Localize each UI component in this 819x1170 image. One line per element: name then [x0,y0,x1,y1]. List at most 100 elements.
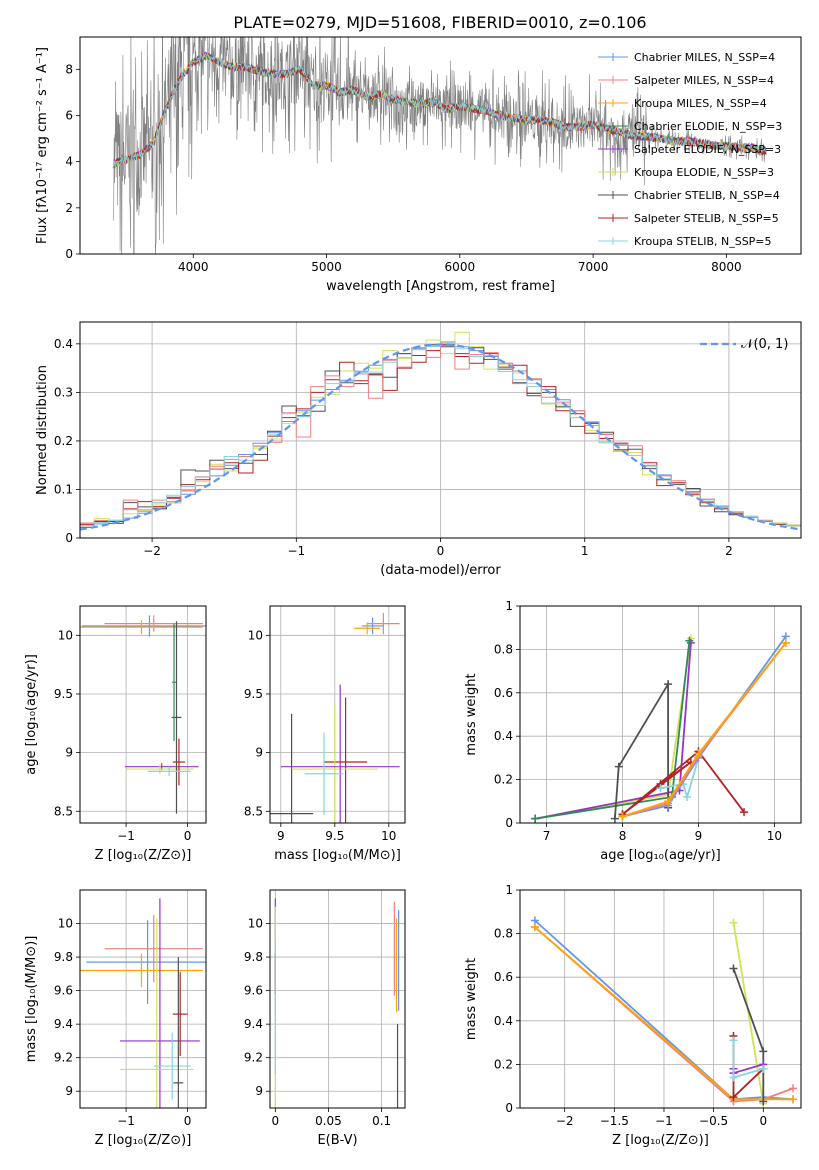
x-tick-label: −1 [287,544,305,558]
y-tick-label: 10 [58,917,73,931]
x-tick-label: −1.5 [600,1114,629,1128]
y-tick-label: 0.8 [494,927,513,941]
y-tick-label: 9.8 [54,950,73,964]
weight-line-kroupa-miles [622,642,787,818]
plot-frame [519,605,802,824]
plot-frame [79,889,207,1109]
legend-label: 𝒩(0, 1) [741,337,788,352]
spectrum-plot-area [112,37,767,254]
age-vs-mass-panel: 9 9.5 10 8.5 9 9.5 10 mass [log₁₀(M/M⊙)] [244,605,406,863]
x-tick-label: 0.1 [372,1114,391,1128]
weight-point-kroupa-elodie [729,918,738,927]
weight-line-chabrier-miles [622,635,787,818]
legend-label: Kroupa ELODIE, N_SSP=3 [634,166,774,179]
y-tick-label: 0.3 [54,385,73,399]
y-tick-label: 0 [65,531,73,545]
x-tick-label: 7000 [578,260,609,274]
x-tick-label: 2 [725,544,733,558]
cross-plot-area [274,898,400,1108]
y-tick-label: 0.2 [54,434,73,448]
weight-line-chabrier-stelib [614,680,669,819]
y-tick-label: 0.6 [494,970,513,984]
y-axis-label: mass weight [464,673,479,755]
y-axis-label: Normed distribution [35,365,50,495]
x-tick-label: −2 [143,544,161,558]
y-tick-label: 1 [505,883,513,897]
legend-label: Salpeter MILES, N_SSP=4 [634,74,774,87]
y-tick-label: 0.4 [54,337,73,351]
x-tick-label: 10 [381,829,396,843]
y-tick-label: 9 [255,746,263,760]
x-axis-label: age [log₁₀(age/yr)] [600,848,721,863]
x-tick-label: 0 [437,544,445,558]
y-axis-label: mass weight [464,958,479,1040]
x-tick-label: 9 [277,829,285,843]
plot-frame [79,321,802,539]
weight-point-kroupa-miles [530,923,539,932]
x-tick-label: 7 [543,829,551,843]
weight-point-kroupa-miles [618,812,627,821]
x-tick-label: 4000 [178,260,209,274]
age-vs-metallicity-panel: −1 0 8.5 9 9.5 10 Z [log₁₀(Z/Z⊙)] age [log₁₀(ag… [24,605,207,863]
plot-frame [79,605,207,824]
massweight-vs-metallicity-panel: −2 −1.5 −1 −0.5 0 0 0.2 0.4 0.6 0.8 1 Z [log₁₀(Z/Z⊙… [464,883,802,1148]
y-tick-label: 9.2 [244,1051,263,1065]
figure-title: PLATE=0279, MJD=51608, FIBERID=0010, z=0… [233,13,646,32]
y-tick-label: 9.4 [244,1017,263,1031]
y-tick-label: 0.4 [494,729,513,743]
weight-point-kroupa-miles [664,797,673,806]
weight-point-chabrier-stelib [610,814,619,823]
mass-vs-ebv-panel: 0 0.05 0.1 9 9.2 9.4 9.6 9.8 10 E(B-V) [244,889,406,1148]
y-tick-label: 10 [248,917,263,931]
plot-frame [519,889,802,1109]
y-tick-label: 9.6 [244,984,263,998]
weight-point-kroupa-miles [694,749,703,758]
y-tick-label: 9.6 [54,984,73,998]
weight-line-chabrier-elodie [535,640,691,820]
y-tick-label: 8.5 [244,804,263,818]
y-tick-label: 10 [58,628,73,642]
weight-point-chabrier-elodie [685,636,694,645]
weight-point-chabrier-stelib [759,1097,768,1106]
y-tick-label: 2 [65,201,73,215]
x-tick-label: 9.5 [325,829,344,843]
y-tick-label: 9 [65,746,73,760]
y-axis-label: age [log₁₀(age/yr)] [24,654,39,775]
weight-plot-area [531,632,790,823]
legend-label: Kroupa STELIB, N_SSP=5 [634,235,772,248]
legend-label: Chabrier ELODIE, N_SSP=3 [634,120,782,133]
x-axis-label: Z [log₁₀(Z/Z⊙)] [95,1133,192,1148]
y-tick-label: 9.5 [54,687,73,701]
weight-point-kroupa-stelib [656,784,665,793]
x-tick-label: 0 [271,1114,279,1128]
y-axis-label: mass [log₁₀(M/M⊙)] [24,936,39,1063]
cross-plot-area [80,898,206,1108]
weight-point-chabrier-stelib [729,964,738,973]
weight-point-kroupa-stelib [729,1073,738,1082]
y-tick-label: 0.2 [494,773,513,787]
x-axis-label: (data-model)/error [380,563,501,578]
weight-point-kroupa-stelib [759,1064,768,1073]
y-tick-label: 9 [65,1084,73,1098]
weight-point-kroupa-stelib [683,792,692,801]
weight-point-kroupa-stelib [729,1036,738,1045]
x-axis-label: wavelength [Angstrom, rest frame] [326,279,555,294]
weight-point-chabrier-stelib [664,680,673,689]
y-tick-label: 9.8 [244,950,263,964]
y-tick-label: 8 [65,62,73,76]
weight-point-kroupa-miles [789,1095,798,1104]
y-tick-label: 4 [65,155,73,169]
y-tick-label: 9 [255,1084,263,1098]
weight-point-chabrier-stelib [759,1047,768,1056]
weight-line-salpeter-miles [622,642,787,818]
weight-plot-area [530,916,798,1108]
weight-point-salpeter-stelib [729,1093,738,1102]
x-axis-label: Z [log₁₀(Z/Z⊙)] [612,1133,709,1148]
legend-label: Kroupa MILES, N_SSP=4 [634,97,767,110]
weight-line-kroupa-stelib [660,757,700,801]
weight-point-chabrier-elodie [531,814,540,823]
cross-plot-area [80,615,206,814]
x-tick-label: 1 [581,544,589,558]
x-tick-label: 5000 [311,260,342,274]
